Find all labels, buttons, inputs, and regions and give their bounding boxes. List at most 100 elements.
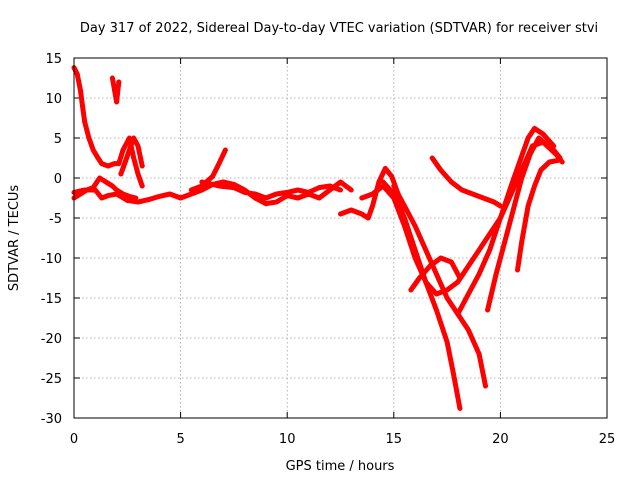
data-point (114, 99, 120, 105)
data-point (459, 187, 465, 193)
series-sat-m (429, 155, 503, 209)
data-point (126, 193, 132, 199)
series-sat-i (359, 139, 563, 297)
data-point (222, 147, 228, 153)
x-tick-label: 5 (176, 432, 184, 447)
y-tick-label: -5 (49, 212, 62, 227)
y-tick-label: 15 (45, 52, 62, 67)
series-line (71, 179, 354, 207)
grid (74, 58, 607, 418)
data-point (131, 155, 137, 161)
y-tick-label: 10 (45, 92, 62, 107)
data-point (116, 79, 122, 85)
data-point (188, 187, 194, 193)
y-tick-label: -25 (41, 372, 62, 387)
data-point (199, 179, 205, 185)
data-point (116, 161, 122, 167)
data-point (519, 175, 525, 181)
x-tick-label: 15 (386, 432, 403, 447)
data-point (514, 267, 520, 273)
data-point (476, 247, 482, 253)
data-point (139, 163, 145, 169)
data-point (485, 307, 491, 313)
data-point (156, 193, 162, 199)
data-point (519, 239, 525, 245)
series-line (485, 135, 565, 313)
chart-title: Day 317 of 2022, Sidereal Day-to-day VTE… (80, 21, 598, 36)
data-point (80, 103, 86, 109)
data-point (99, 195, 105, 201)
data-point (546, 159, 552, 165)
y-tick-label: -20 (41, 332, 62, 347)
data-point (448, 259, 454, 265)
data-point (126, 147, 132, 153)
data-point (380, 179, 386, 185)
data-point (359, 195, 365, 201)
data-point (429, 155, 435, 161)
x-axis-label: GPS time / hours (286, 459, 395, 474)
data-point (408, 287, 414, 293)
data-point (338, 211, 343, 217)
data-point (338, 179, 343, 185)
data-point (124, 197, 130, 203)
data-point (99, 161, 105, 167)
data-point (105, 163, 111, 169)
series-line (109, 75, 122, 105)
data-point (92, 187, 98, 193)
series-sat-j (380, 179, 463, 411)
data-point (274, 191, 280, 197)
x-tick-label: 0 (70, 432, 78, 447)
data-point (139, 183, 145, 189)
data-point (135, 171, 141, 177)
data-point (476, 271, 482, 277)
data-point (90, 147, 96, 153)
data-point (94, 154, 100, 160)
data-point (338, 187, 343, 193)
data-point (487, 247, 493, 253)
data-point (112, 87, 118, 93)
data-point (316, 185, 322, 191)
data-point (502, 239, 508, 245)
series-sat-e (118, 135, 145, 177)
data-point (559, 159, 565, 165)
data-point (109, 183, 115, 189)
data-point (482, 383, 488, 389)
data-point (438, 255, 444, 261)
data-point (274, 199, 280, 205)
data-point (517, 159, 523, 165)
data-point (118, 171, 124, 177)
data-point (74, 71, 80, 77)
data-series (71, 65, 565, 411)
data-point (551, 143, 557, 149)
data-point (540, 131, 546, 137)
series-line (118, 135, 145, 177)
data-point (82, 187, 88, 193)
data-point (365, 215, 371, 221)
series-sat-g (199, 179, 343, 201)
data-point (487, 231, 493, 237)
data-point (295, 187, 301, 193)
data-point (465, 327, 471, 333)
data-point (82, 119, 88, 125)
data-point (491, 199, 497, 205)
data-point (444, 295, 450, 301)
y-tick-label: -15 (41, 292, 62, 307)
series-sat-p (514, 157, 561, 273)
data-point (527, 151, 533, 157)
data-point (508, 183, 514, 189)
data-point (416, 275, 422, 281)
data-point (369, 203, 375, 209)
data-point (450, 371, 456, 377)
data-point (135, 199, 141, 205)
data-point (544, 143, 550, 149)
data-point (105, 193, 111, 199)
data-point (391, 183, 397, 189)
data-point (77, 87, 83, 93)
data-point (412, 223, 418, 229)
data-point (427, 263, 433, 269)
y-tick-label: -30 (41, 412, 62, 427)
data-point (114, 191, 120, 197)
data-point (532, 183, 538, 189)
data-point (316, 195, 322, 201)
series-sat-a (71, 65, 145, 189)
